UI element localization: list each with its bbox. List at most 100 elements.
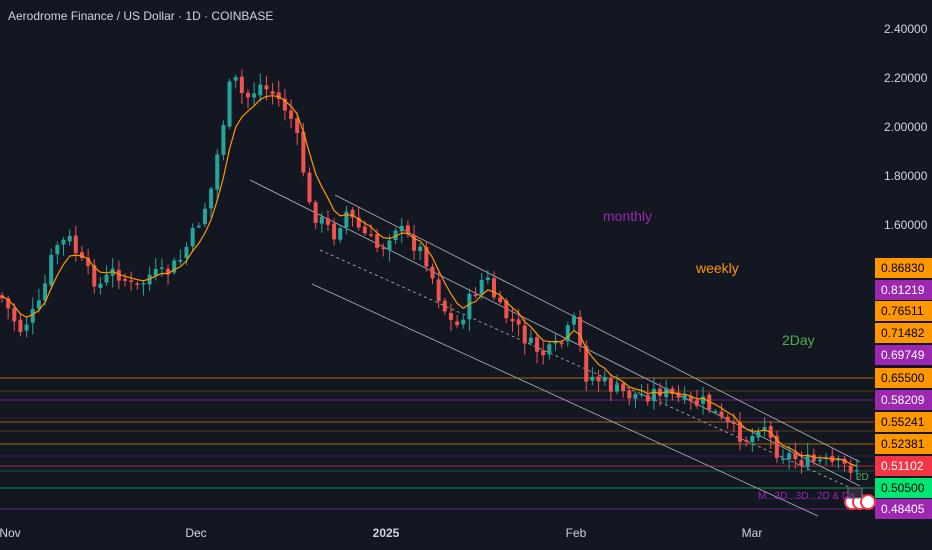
candle-body <box>399 225 404 232</box>
x-tick-label: 2025 <box>373 526 400 540</box>
y-tick-label: 2.40000 <box>884 22 928 36</box>
candle-body <box>73 235 78 254</box>
candle-body <box>615 384 619 392</box>
price-badge[interactable] <box>875 434 932 454</box>
candle-body <box>553 340 558 344</box>
candle-body <box>713 411 718 413</box>
candle-body <box>584 345 589 382</box>
candle-body <box>215 154 220 190</box>
candle-body <box>658 388 663 396</box>
candle-body <box>516 319 521 325</box>
candle-body <box>608 377 613 392</box>
candle-body <box>319 216 324 224</box>
candle-body <box>799 460 804 466</box>
candle-body <box>227 81 232 127</box>
candle-body <box>147 274 152 285</box>
candle-body <box>67 235 72 242</box>
candle-body <box>498 297 503 303</box>
candle-body <box>98 283 103 288</box>
candle-body <box>633 394 638 399</box>
price-badge[interactable] <box>875 280 932 300</box>
candle-body <box>356 217 361 228</box>
x-tick-label: Dec <box>185 526 206 540</box>
y-tick-label: 2.00000 <box>884 120 928 134</box>
candle-body <box>719 411 724 417</box>
price-badge[interactable] <box>875 390 932 410</box>
candle-body <box>848 465 853 473</box>
candle-body <box>184 246 189 259</box>
candle-body <box>332 223 337 240</box>
candle-body <box>92 265 97 287</box>
price-badge-label: 0.76511 <box>881 304 924 318</box>
price-badge[interactable] <box>875 301 932 321</box>
price-badge[interactable] <box>875 345 932 365</box>
candle-body <box>467 294 472 320</box>
price-badge[interactable] <box>875 258 932 278</box>
candle-body <box>55 244 60 255</box>
candle-body <box>694 400 699 406</box>
annotation-2day: 2Day <box>782 332 815 348</box>
chart-markers <box>844 487 876 510</box>
price-badge[interactable] <box>875 368 932 388</box>
candle-body <box>805 454 810 468</box>
candle-body <box>362 226 367 234</box>
x-tick-label: Feb <box>566 526 587 540</box>
candlestick-series <box>0 69 859 480</box>
candle-body <box>325 218 330 225</box>
candle-body <box>578 316 583 346</box>
candle-body <box>178 259 183 262</box>
candle-body <box>424 247 429 267</box>
candle-body <box>602 376 607 382</box>
price-badge-label: 0.86830 <box>881 261 925 275</box>
channel-mid-line <box>249 179 861 487</box>
price-badge[interactable] <box>875 323 932 343</box>
candle-body <box>504 300 509 319</box>
candle-body <box>811 454 816 462</box>
candle-body <box>79 252 84 259</box>
candle-body <box>86 257 91 266</box>
candle-body <box>381 247 386 250</box>
candle-body <box>762 427 767 432</box>
candle-body <box>682 394 687 400</box>
candle-body <box>18 319 23 332</box>
candle-body <box>301 131 306 173</box>
candle-body <box>461 319 466 325</box>
candle-body <box>405 225 410 235</box>
candle-body <box>522 325 527 344</box>
price-badge[interactable] <box>875 499 932 519</box>
candle-body <box>369 234 373 236</box>
price-level-badges: 0.86830 0.81219 0.76511 0.71482 0.69749 0.655… <box>875 258 932 519</box>
candle-body <box>442 300 447 312</box>
horizontal-level-lines <box>0 377 874 510</box>
candle-body <box>252 93 257 98</box>
price-badge-label: 0.51102 <box>881 459 924 473</box>
event-marker-icon[interactable] <box>860 494 876 510</box>
channel-upper-line <box>334 194 861 463</box>
candle-body <box>6 298 11 309</box>
candle-body <box>190 227 195 247</box>
candle-body <box>104 274 109 283</box>
y-tick-label: 1.80000 <box>884 169 928 183</box>
candle-body <box>774 435 779 458</box>
candle-body <box>246 92 250 98</box>
candle-body <box>744 439 749 442</box>
candle-body <box>258 84 263 96</box>
candle-body <box>129 280 134 282</box>
candle-body <box>412 234 417 251</box>
candle-body <box>159 267 164 269</box>
y-tick-label: 2.20000 <box>884 71 928 85</box>
x-axis: Nov Dec 2025 Feb Mar <box>0 526 762 540</box>
calendar-icon[interactable] <box>847 487 863 499</box>
candle-body <box>590 376 595 381</box>
price-badge[interactable] <box>875 478 932 498</box>
price-badge-label: 0.50500 <box>881 481 925 495</box>
candle-body <box>676 392 681 398</box>
price-badge[interactable] <box>875 412 932 432</box>
candle-body <box>645 395 650 402</box>
price-badge-label: 0.55241 <box>881 415 925 429</box>
price-badge[interactable] <box>875 456 932 476</box>
candle-body <box>344 211 349 228</box>
candle-body <box>621 383 626 392</box>
candle-body <box>36 300 41 309</box>
